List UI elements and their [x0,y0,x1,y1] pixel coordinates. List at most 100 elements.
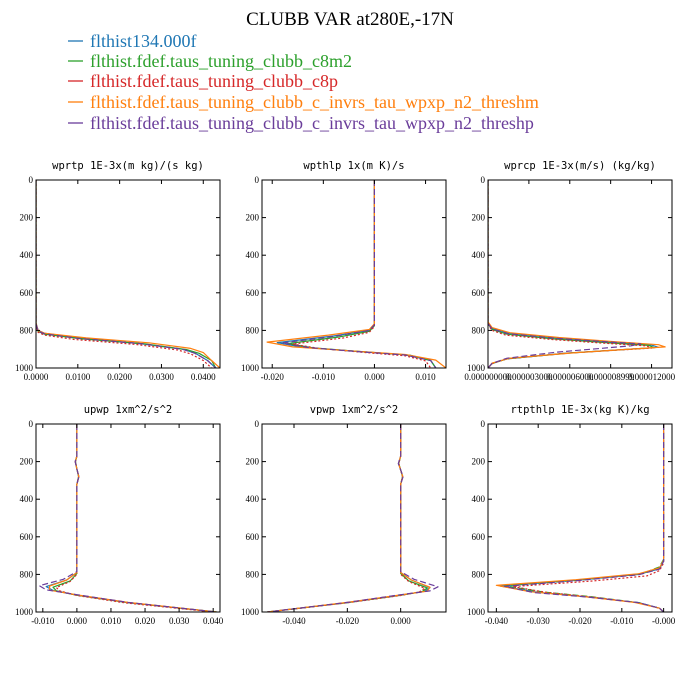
series-line [292,180,432,368]
legend-label: flthist134.000f [90,31,197,51]
y-tick-label: 800 [472,325,486,335]
y-tick-label: 400 [20,250,34,260]
series-line [48,424,217,612]
legend-label: flthist.fdef.taus_tuning_clubb_c8p [90,71,338,91]
y-tick-label: 200 [20,213,34,223]
y-tick-label: 400 [472,494,486,504]
series-line [488,180,642,368]
y-tick-label: 1000 [241,363,260,373]
series-group [488,180,666,368]
x-tick-label: 0.020 [135,616,156,626]
x-tick-label: -0.010 [31,616,55,626]
series-line [267,424,431,612]
plot-frame [35,423,221,613]
y-tick-label: 600 [20,532,34,542]
y-tick-label: 400 [20,494,34,504]
series-line [36,180,217,368]
series-line [504,424,665,612]
x-tick-label: 0.000008999 [587,372,635,382]
x-tick-label: -0.000 [652,616,676,626]
y-tick-label: 800 [20,325,34,335]
x-tick-label: -0.030 [527,616,551,626]
series-line [276,180,437,368]
series-line [267,424,431,612]
x-tick-label: 0.0100 [65,372,90,382]
plot-frame [487,179,673,369]
series-line [36,180,220,368]
series-line [45,424,217,612]
legend: flthist134.000f flthist.fdef.taus_tuning… [68,31,539,133]
x-tick-label: 0.000 [391,616,412,626]
panel: wpthlp 1x(m K)/s 0 200 400 600 800 1000-0.020 -… [241,160,447,382]
y-tick-label: 0 [29,419,34,429]
legend-item: flthist.fdef.taus_tuning_clubb_c8m2 [68,51,352,71]
y-tick-label: 1000 [241,607,260,617]
panel: rtpthlp 1E-3x(kg K)/kg02004006008001000-… [467,404,676,626]
x-tick-label: -0.010 [312,372,336,382]
panel-title: wprcp 1E-3x(m/s) (kg/kg) [504,160,656,172]
y-tick-label: 1000 [467,363,486,373]
y-tick-label: 0 [255,419,260,429]
y-tick-label: 200 [20,457,34,467]
y-tick-label: 800 [20,569,34,579]
y-tick-label: 600 [472,532,486,542]
series-line [36,180,213,368]
panel: wprtp 1E-3x(m kg)/(s kg) 0 200 400 600 800 100… [15,160,221,382]
legend-item: flthist.fdef.taus_tuning_clubb_c_invrs_t… [68,92,539,112]
y-tick-label: 400 [246,250,260,260]
x-tick-label: 0.0400 [191,372,216,382]
y-tick-label: 800 [246,325,260,335]
series-line [36,180,217,368]
series-line [52,424,217,612]
x-tick-label: 0.010 [415,372,436,382]
x-tick-label: -0.040 [485,616,509,626]
x-tick-label: 0.030 [169,616,190,626]
y-tick-label: 200 [246,213,260,223]
y-tick-label: 0 [255,175,260,185]
y-tick-label: 600 [472,288,486,298]
series-line [281,180,437,368]
x-tick-label: 0.0200 [107,372,132,382]
series-group [38,424,217,612]
y-tick-label: 400 [246,494,260,504]
y-tick-label: 600 [20,288,34,298]
panel: vpwp 1xm^2/s^2 0 200 400 600 800 1000 -0.040 -0.… [241,404,447,626]
series-line [495,424,665,612]
series-group [36,180,220,368]
y-tick-label: 600 [246,532,260,542]
x-tick-label: -0.040 [282,616,306,626]
panel: upwp 1xm^2/s^2 0 200 400 600 800 1000-0.010 0.0… [15,404,224,626]
plot-frame [261,179,447,369]
x-tick-label: 0.0300 [149,372,174,382]
x-tick-label: 0.000006000 [546,372,594,382]
y-tick-label: 0 [481,175,486,185]
series-line [55,424,214,612]
x-tick-label: 0.000000000 [464,372,512,382]
panel: wprcp 1E-3x(m/s) (kg/kg) 0 200 400 600 800 100… [464,160,675,382]
panel-title: upwp 1xm^2/s^2 [84,404,173,416]
y-tick-label: 1000 [467,607,486,617]
y-tick-label: 200 [472,457,486,467]
y-tick-label: 1000 [15,607,34,617]
x-tick-label: 0.000012000 [628,372,676,382]
legend-item: flthist.fdef.taus_tuning_clubb_c8p [68,71,338,91]
plot-frame [261,423,447,613]
series-line [266,180,446,368]
legend-item: flthist.fdef.taus_tuning_clubb_c_invrs_t… [68,113,534,133]
panel-title: wprtp 1E-3x(m kg)/(s kg) [52,160,204,172]
x-tick-label: -0.020 [261,372,285,382]
series-group [267,424,439,612]
legend-label: flthist.fdef.taus_tuning_clubb_c_invrs_t… [90,92,539,112]
y-tick-label: 600 [246,288,260,298]
x-tick-label: 0.000 [67,616,88,626]
x-tick-label: 0.000003000 [505,372,553,382]
x-tick-label: -0.010 [610,616,634,626]
x-tick-label: -0.020 [568,616,592,626]
legend-item: flthist134.000f [68,31,197,51]
series-line [38,424,217,612]
series-line [488,180,666,368]
x-tick-label: 0.0000 [24,372,49,382]
series-group [266,180,446,368]
y-tick-label: 400 [472,250,486,260]
